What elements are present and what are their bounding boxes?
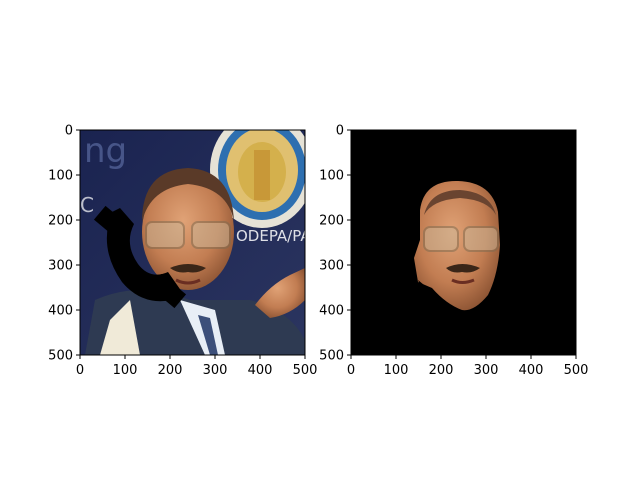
left-y-tick-label: 100 [48,169,73,184]
right-image-panel [350,129,577,356]
handset-occlusion [93,205,187,309]
right-x-tick-label: 400 [519,363,544,378]
svg-text:ng: ng [84,131,127,171]
svg-text:ODEPA/PAS: ODEPA/PAS [236,227,320,245]
left-y-tick-label: 500 [48,349,73,364]
right-x-tick-label: 200 [429,363,454,378]
left-x-tick-label: 100 [113,363,138,378]
left-image-panel: ng ODEPA/PAS C [79,129,320,356]
right-y-tick-label: 400 [319,304,344,319]
right-y-tick-label: 100 [319,169,344,184]
left-axes-frame [79,129,306,356]
right-x-tick-label: 500 [564,363,589,378]
left-y-tick-label: 400 [48,304,73,319]
left-photo: ng ODEPA/PAS C [80,130,320,355]
right-y-tick-label: 500 [319,349,344,364]
right-y-tick-label: 200 [319,214,344,229]
left-x-tick-label: 500 [293,363,318,378]
right-x-tick-label: 300 [474,363,499,378]
emblem [210,130,305,228]
right-axes-frame [350,129,577,356]
masked-face [414,180,500,311]
left-y-tick-label: 200 [48,214,73,229]
left-y-tick-label: 300 [48,259,73,274]
svg-text:C: C [80,193,94,217]
left-x-tick-label: 300 [203,363,228,378]
right-x-tick-label: 0 [347,363,355,378]
right-x-tick-label: 100 [384,363,409,378]
left-x-tick-label: 400 [248,363,273,378]
left-x-tick-label: 0 [76,363,84,378]
left-y-tick-label: 0 [65,124,73,139]
right-y-tick-label: 300 [319,259,344,274]
right-y-tick-label: 0 [336,124,344,139]
left-x-tick-label: 200 [158,363,183,378]
